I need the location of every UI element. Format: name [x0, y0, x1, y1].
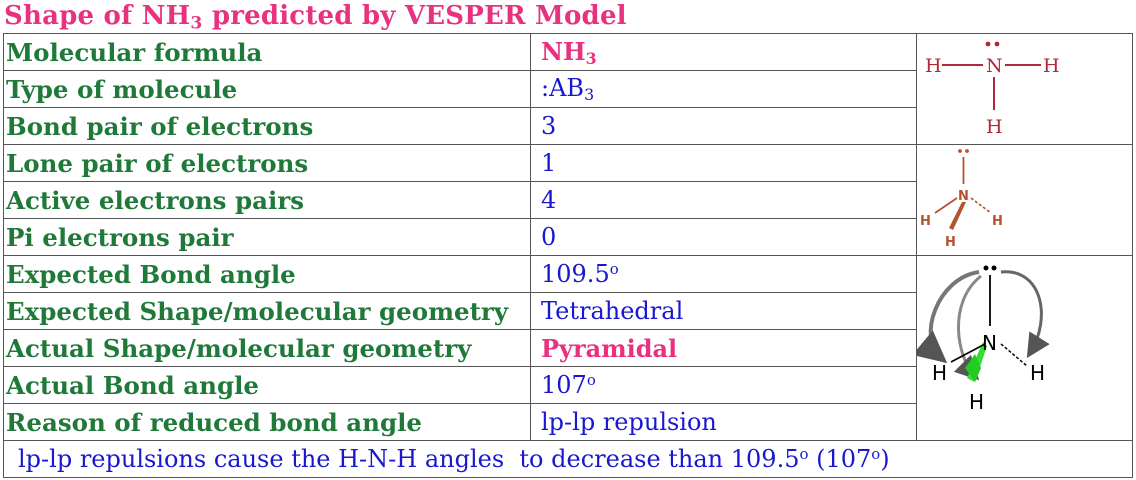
table-row: Reason of reduced bond angle lp-lp repul…	[3, 403, 1133, 441]
row-label: Lone pair of electrons	[3, 144, 531, 182]
row-value: 3	[530, 107, 917, 145]
row-label: Active electrons pairs	[3, 181, 531, 219]
repulsion-diagram-cell: N H H H	[916, 255, 1133, 441]
lewis-atom-h-left: H	[925, 55, 942, 77]
table-row: lp-lp repulsions cause the H-N-H angles …	[3, 440, 1133, 478]
row-label: Bond pair of electrons	[3, 107, 531, 145]
row-value: NH3	[530, 33, 917, 71]
row-label: Reason of reduced bond angle	[3, 403, 531, 441]
lewis-structure-cell: H N H H	[916, 33, 1133, 145]
row-value: 109.5o	[530, 255, 917, 293]
wedge-atom-h-right: H	[992, 214, 1003, 229]
table-row: Active electrons pairs 4	[3, 181, 1133, 219]
repulsion-atom-h-bottom: H	[969, 390, 984, 414]
row-label: Molecular formula	[3, 33, 531, 71]
table-row: Actual Shape/molecular geometry Pyramida…	[3, 329, 1133, 367]
wedge-atom-h-left: H	[920, 214, 931, 229]
repulsion-atom-h-left: H	[932, 361, 947, 385]
row-value: 4	[530, 181, 917, 219]
table-row: Expected Bond angle 109.5o	[3, 255, 1133, 441]
page-title: Shape of NH3 predicted by VESPER Model	[4, 1, 627, 34]
row-value: lp-lp repulsion	[530, 403, 917, 441]
wedge-structure-diagram: N H H H	[920, 149, 1003, 250]
wedge-structure-cell: N H H H	[916, 144, 1133, 256]
row-label: Expected Shape/molecular geometry	[3, 292, 531, 330]
row-value: :AB3	[530, 70, 917, 108]
row-label: Pi electrons pair	[3, 218, 531, 256]
repulsion-atom-n: N	[982, 331, 997, 355]
row-value: Tetrahedral	[530, 292, 917, 330]
lewis-atom-h-bottom: H	[986, 116, 1003, 138]
row-value: Pyramidal	[530, 329, 917, 367]
wedge-atom-h-bottom: H	[945, 235, 956, 250]
footer-note: lp-lp repulsions cause the H-N-H angles …	[3, 440, 1133, 478]
row-label: Expected Bond angle	[3, 255, 531, 293]
lewis-atom-h-right: H	[1043, 55, 1060, 77]
wedge-atom-n: N	[958, 189, 969, 204]
table-row: Molecular formula NH3 H N H H	[3, 33, 1133, 145]
table-row: Expected Shape/molecular geometry Tetrah…	[3, 292, 1133, 330]
lewis-structure-diagram: H N H H	[925, 41, 1060, 138]
table-row: Lone pair of electrons 1 N H H H	[3, 144, 1133, 256]
table-row: Bond pair of electrons 3	[3, 107, 1133, 145]
row-value: 0	[530, 218, 917, 256]
row-value: 107o	[530, 366, 917, 404]
properties-table: Molecular formula NH3 H N H H T	[3, 33, 1133, 478]
repulsion-atom-h-right: H	[1030, 361, 1045, 385]
row-value: 1	[530, 144, 917, 182]
row-label: Actual Bond angle	[3, 366, 531, 404]
repulsion-diagram: N H H H	[917, 265, 1050, 414]
lewis-atom-n: N	[986, 55, 1003, 77]
row-label: Actual Shape/molecular geometry	[3, 329, 531, 367]
table-row: Actual Bond angle 107o	[3, 366, 1133, 404]
row-label: Type of molecule	[3, 70, 531, 108]
table-row: Pi electrons pair 0	[3, 218, 1133, 256]
